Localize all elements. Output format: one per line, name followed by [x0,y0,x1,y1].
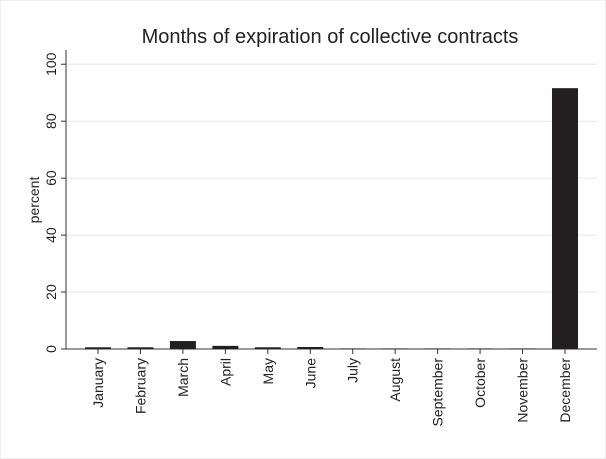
x-tick-label: June [302,358,318,389]
x-tick-label: September [430,358,446,427]
bar [552,88,578,350]
bar [127,347,154,349]
y-tick-label: 60 [43,170,59,186]
bar [467,348,494,349]
x-tick-label: January [90,358,106,408]
x-tick-label: July [345,358,361,383]
x-tick-label: August [387,358,403,402]
x-tick-label: November [515,358,531,423]
bar [339,348,366,349]
x-tick-label: May [260,358,276,384]
x-tick-label: February [132,358,148,414]
x-tick-label: March [175,358,191,397]
y-tick-label: 100 [43,52,59,76]
chart-title: Months of expiration of collective contr… [142,26,519,48]
bar [297,347,324,349]
x-tick-label: April [217,358,233,386]
bar [169,341,196,349]
bar [212,345,239,349]
bar [254,347,281,349]
y-axis-label: percent [26,177,42,224]
y-tick-label: 80 [43,113,59,129]
bar [382,348,409,349]
bar [509,348,536,349]
x-tick-label: December [557,358,573,423]
y-tick-label: 0 [43,345,59,353]
bar [85,347,111,349]
y-tick-label: 40 [43,227,59,243]
bar [424,348,451,349]
x-tick-label: October [472,358,488,408]
y-tick-label: 20 [43,284,59,300]
